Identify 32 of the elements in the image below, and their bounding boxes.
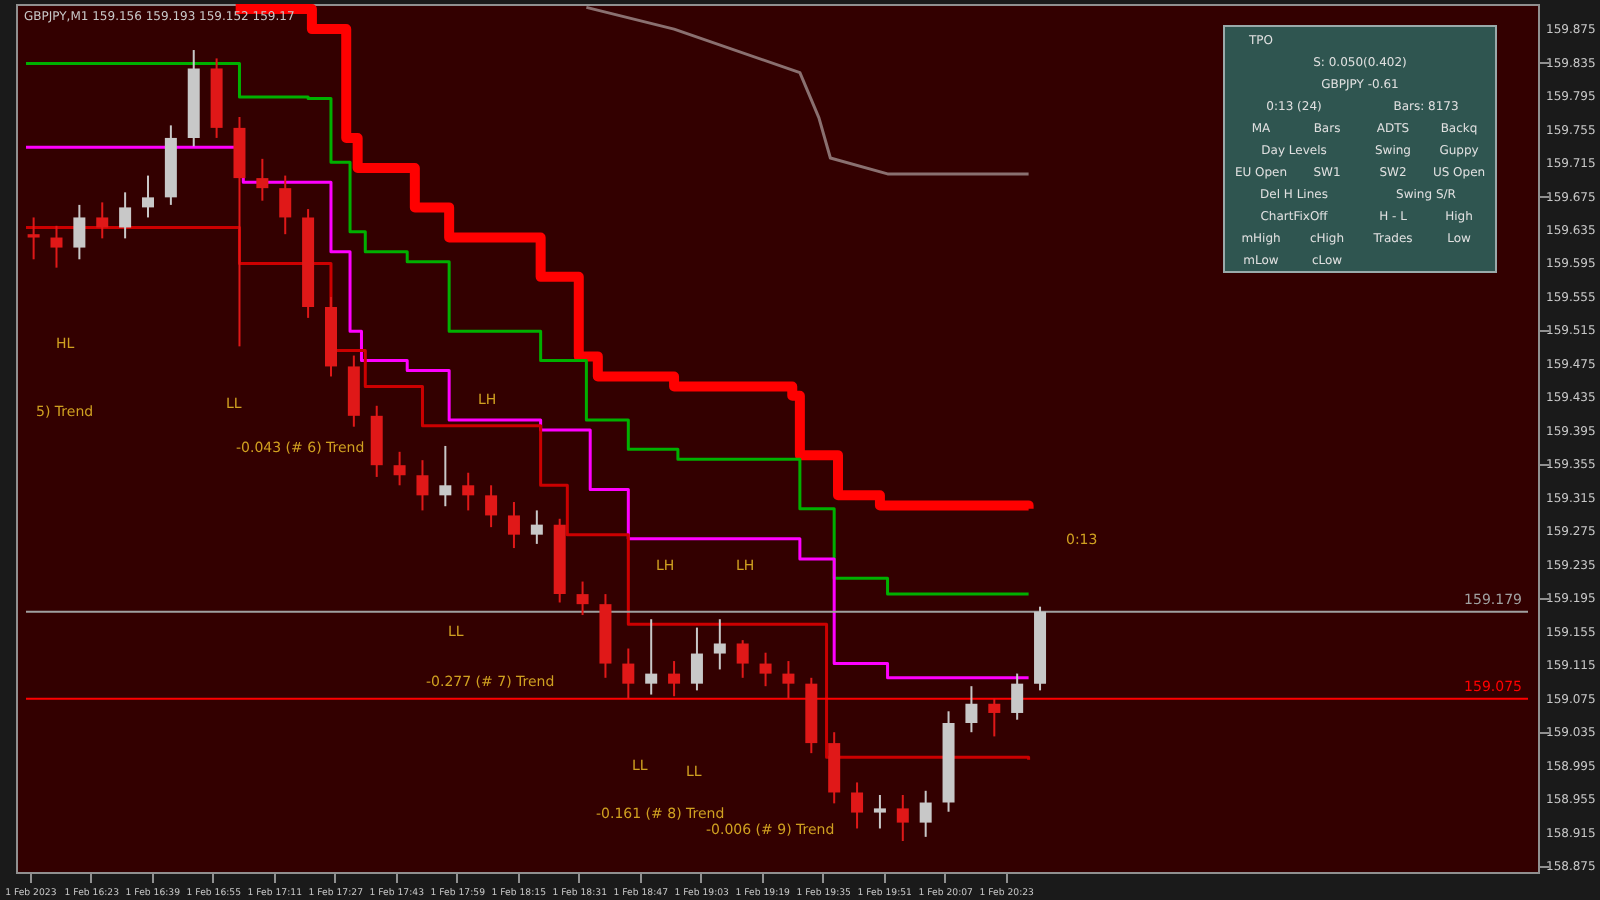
candlestick bbox=[27, 216, 40, 261]
candlestick bbox=[622, 647, 635, 700]
candlestick bbox=[50, 224, 63, 269]
candlestick bbox=[736, 639, 749, 679]
candlestick bbox=[919, 789, 932, 838]
candlestick bbox=[530, 509, 543, 545]
candlestick bbox=[507, 501, 520, 550]
candlestick bbox=[73, 203, 86, 261]
candlestick bbox=[416, 459, 429, 512]
candlestick bbox=[873, 793, 886, 830]
candlestick bbox=[119, 191, 132, 240]
line-series bbox=[584, 5, 1031, 176]
candlestick bbox=[462, 471, 475, 512]
candlestick bbox=[485, 484, 498, 529]
candlestick bbox=[896, 793, 909, 843]
candlestick bbox=[690, 626, 703, 692]
candlestick bbox=[782, 660, 795, 700]
candlestick bbox=[965, 685, 978, 734]
candlestick bbox=[851, 781, 864, 830]
candlestick bbox=[576, 580, 589, 617]
candlestick bbox=[668, 660, 681, 698]
candlestick bbox=[256, 157, 269, 202]
candlestick bbox=[393, 450, 406, 487]
candlestick bbox=[279, 174, 292, 236]
candlestick bbox=[1011, 672, 1024, 721]
candlestick bbox=[988, 697, 1001, 738]
candlestick bbox=[141, 174, 154, 219]
candlestick bbox=[645, 618, 658, 696]
candlestick bbox=[759, 651, 772, 688]
candlestick bbox=[96, 201, 109, 240]
candlestick bbox=[439, 444, 452, 508]
candlestick bbox=[713, 618, 726, 671]
